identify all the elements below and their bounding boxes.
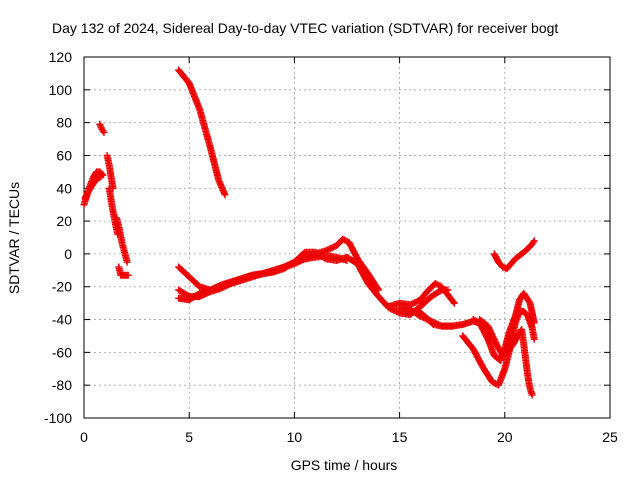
data-point — [124, 271, 132, 279]
x-tick-label: 5 — [185, 429, 193, 445]
y-tick-label: -80 — [52, 377, 72, 393]
series-arc-k — [175, 248, 452, 319]
data-point — [123, 258, 131, 266]
grid — [84, 57, 610, 418]
x-axis-label: GPS time / hours — [291, 457, 398, 473]
data-point — [450, 299, 458, 307]
data-point — [530, 319, 538, 327]
series-arc-b — [81, 173, 105, 202]
data-point — [449, 298, 457, 306]
x-tick-label: 10 — [287, 429, 303, 445]
y-tick-label: -60 — [52, 344, 72, 360]
axis-ticks: 0 5 10 15 20 25 -100 -80 -60 -40 -20 0 20 40 60 80 100 12… — [44, 49, 618, 445]
y-tick-label: 60 — [56, 147, 72, 163]
y-tick-label: 0 — [64, 246, 72, 262]
y-tick-label: 40 — [56, 180, 72, 196]
series-arc-r — [490, 237, 538, 273]
data-point — [97, 173, 105, 181]
series-arc-l — [385, 279, 458, 310]
x-tick-label: 15 — [392, 429, 408, 445]
x-tick-label: 0 — [80, 429, 88, 445]
x-tick-label: 25 — [602, 429, 618, 445]
plot-frame — [83, 56, 611, 419]
series-arc-c — [96, 120, 108, 136]
data-point — [530, 237, 538, 245]
data-point — [528, 391, 536, 399]
data-point — [448, 322, 456, 330]
data-point — [100, 128, 108, 136]
data-point — [530, 335, 538, 343]
y-tick-label: 80 — [56, 115, 72, 131]
series-arc-h — [175, 66, 229, 199]
data-point — [221, 191, 229, 199]
y-tick-label: 20 — [56, 213, 72, 229]
chart-title: Day 132 of 2024, Sidereal Day-to-day VTE… — [52, 20, 558, 36]
y-tick-label: 100 — [49, 82, 73, 98]
x-tick-label: 20 — [497, 429, 513, 445]
series-arc-p — [469, 289, 538, 365]
series-arc-n — [412, 306, 456, 330]
series-arc-f — [113, 214, 131, 266]
y-tick-label: -40 — [52, 312, 72, 328]
y-tick-label: -100 — [44, 410, 72, 426]
y-tick-label: -20 — [52, 279, 72, 295]
series-arc-q — [476, 316, 536, 399]
series-arc-g — [115, 263, 132, 279]
y-tick-label: 120 — [49, 49, 73, 65]
data-point — [95, 174, 103, 182]
series-arc-d — [103, 151, 117, 192]
data-points — [80, 66, 538, 399]
y-axis-label: SDTVAR / TECUs — [6, 182, 22, 294]
